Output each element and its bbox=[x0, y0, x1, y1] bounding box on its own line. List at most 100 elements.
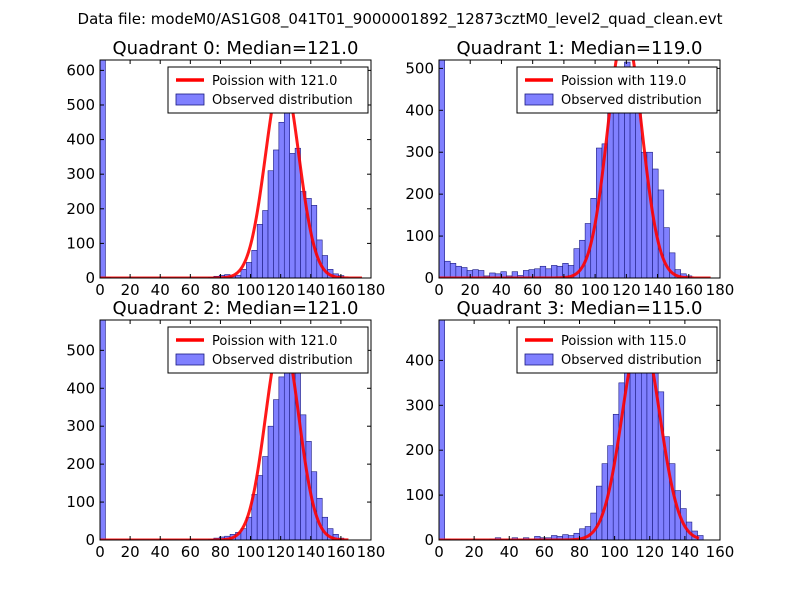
histogram-bar bbox=[444, 260, 451, 278]
histogram-bar bbox=[251, 250, 258, 278]
histogram-bar bbox=[500, 271, 507, 278]
histogram-bar bbox=[657, 189, 665, 278]
x-tick-label: 140 bbox=[671, 543, 700, 561]
histogram-bar bbox=[478, 270, 485, 278]
y-tick-label: 100 bbox=[405, 486, 434, 504]
legend: Poission with 115.0 Observed distribution bbox=[516, 326, 718, 374]
subplot-title: Quadrant 2: Median=121.0 bbox=[113, 298, 359, 319]
y-tick-label: 500 bbox=[66, 341, 95, 359]
histogram-bar bbox=[256, 224, 263, 278]
histogram-bar bbox=[511, 271, 518, 278]
y-tick-label: 500 bbox=[405, 59, 434, 77]
x-tick-label: 0 bbox=[95, 543, 105, 561]
histogram-bar bbox=[539, 265, 547, 278]
histogram-bar bbox=[283, 90, 290, 278]
subplot-quadrant-2: Quadrant 2: Median=121.0 0 20 40 60 80 100 120 1… bbox=[66, 298, 385, 561]
histogram-bars bbox=[439, 320, 704, 540]
x-tick-label: 80 bbox=[211, 543, 230, 561]
subplot-quadrant-1: Quadrant 1: Median=119.00 20 40 60 80 100 120 1… bbox=[405, 38, 735, 299]
histogram-bar bbox=[439, 320, 445, 540]
legend-bar-swatch bbox=[175, 353, 205, 366]
histogram-bar bbox=[273, 149, 280, 278]
x-tick-label: 40 bbox=[151, 543, 170, 561]
y-tick-label: 0 bbox=[424, 269, 434, 287]
x-tick-label: 160 bbox=[706, 543, 735, 561]
subplots: Quadrant 0: Median=121.00 20 40 60 80 100 120 1… bbox=[66, 38, 735, 561]
subplot-title: Quadrant 3: Median=115.0 bbox=[457, 298, 703, 319]
y-tick-label: 200 bbox=[66, 200, 95, 218]
x-tick-label: 160 bbox=[327, 543, 356, 561]
histogram-bar bbox=[579, 239, 586, 278]
histogram-bar bbox=[100, 320, 106, 540]
y-tick-label: 200 bbox=[405, 185, 434, 203]
x-tick-label: 140 bbox=[643, 281, 672, 299]
histogram-bar bbox=[289, 153, 296, 278]
x-tick-label: 80 bbox=[211, 281, 230, 299]
histogram-bar bbox=[439, 60, 445, 278]
legend-label-observed: Observed distribution bbox=[212, 93, 353, 108]
x-tick-label: 80 bbox=[570, 543, 589, 561]
y-tick-label: 0 bbox=[85, 531, 95, 549]
histogram-bar bbox=[461, 267, 468, 278]
y-tick-label: 400 bbox=[405, 101, 434, 119]
x-tick-label: 120 bbox=[266, 543, 295, 561]
subplot-title: Quadrant 1: Median=119.0 bbox=[457, 38, 703, 59]
subplot-quadrant-0: Quadrant 0: Median=121.00 20 40 60 80 100 120 1… bbox=[66, 38, 385, 299]
subplot-title: Quadrant 0: Median=121.0 bbox=[113, 38, 359, 59]
x-tick-label: 100 bbox=[600, 543, 629, 561]
histogram-bar bbox=[267, 170, 274, 278]
y-tick-label: 400 bbox=[66, 379, 95, 397]
poisson-curve-group bbox=[100, 72, 362, 278]
histogram-bar bbox=[262, 456, 269, 540]
poisson-curve bbox=[100, 72, 362, 278]
legend-label-observed: Observed distribution bbox=[561, 93, 702, 108]
x-tick-label: 80 bbox=[554, 281, 573, 299]
histogram-bar bbox=[278, 376, 285, 540]
axes-frame bbox=[438, 59, 721, 279]
y-tick-label: 100 bbox=[66, 493, 95, 511]
legend-label-observed: Observed distribution bbox=[212, 353, 353, 368]
y-tick-label: 400 bbox=[405, 351, 434, 369]
histogram-bar bbox=[596, 485, 603, 540]
histogram-bar bbox=[551, 265, 558, 278]
legend-bar-swatch bbox=[524, 353, 554, 366]
histogram-bar bbox=[262, 210, 269, 278]
y-tick-label: 0 bbox=[85, 269, 95, 287]
x-tick-label: 60 bbox=[181, 543, 200, 561]
legend-bar-swatch bbox=[524, 93, 554, 106]
histogram-bar bbox=[100, 60, 106, 278]
x-tick-label: 180 bbox=[706, 281, 735, 299]
y-tick-label: 400 bbox=[66, 131, 95, 149]
legend: Poission with 119.0 Observed distribution bbox=[516, 66, 718, 114]
legend-bar-swatch bbox=[175, 93, 205, 106]
x-tick-label: 0 bbox=[434, 281, 444, 299]
x-tick-label: 120 bbox=[612, 281, 641, 299]
y-tick-label: 300 bbox=[66, 417, 95, 435]
x-tick-label: 60 bbox=[523, 281, 542, 299]
histogram-bar bbox=[669, 252, 676, 278]
legend: Poission with 121.0 Observed distribution bbox=[167, 66, 369, 114]
histogram-bar bbox=[449, 263, 457, 278]
y-tick-label: 0 bbox=[424, 531, 434, 549]
histogram-bar bbox=[629, 89, 637, 278]
x-tick-label: 0 bbox=[95, 281, 105, 299]
x-tick-label: 120 bbox=[266, 281, 295, 299]
x-tick-label: 40 bbox=[151, 281, 170, 299]
x-tick-label: 20 bbox=[461, 281, 480, 299]
x-tick-label: 60 bbox=[181, 281, 200, 299]
x-tick-label: 160 bbox=[327, 281, 356, 299]
poisson-curve-group bbox=[439, 60, 711, 278]
y-tick-label: 200 bbox=[66, 455, 95, 473]
legend-label-observed: Observed distribution bbox=[561, 353, 702, 368]
histogram-bars bbox=[100, 60, 345, 278]
x-tick-label: 20 bbox=[121, 281, 140, 299]
x-tick-label: 20 bbox=[465, 543, 484, 561]
histogram-bar bbox=[273, 399, 280, 540]
y-tick-label: 600 bbox=[66, 61, 95, 79]
axes-frame bbox=[99, 319, 372, 541]
legend-label-poisson: Poission with 119.0 bbox=[561, 74, 686, 89]
histogram-bar bbox=[618, 84, 625, 278]
y-tick-label: 300 bbox=[66, 165, 95, 183]
x-tick-label: 20 bbox=[121, 543, 140, 561]
